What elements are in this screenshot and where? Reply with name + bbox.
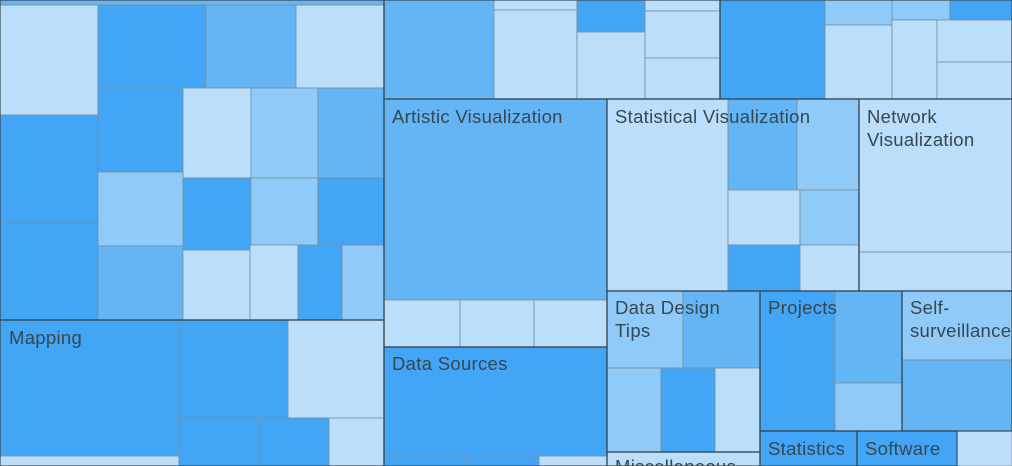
cell — [97, 87, 184, 173]
cell-label: Mapping — [9, 327, 82, 348]
cell — [97, 245, 184, 321]
cell — [493, 9, 578, 100]
cell — [0, 221, 99, 321]
cell — [178, 319, 289, 419]
cell — [459, 299, 535, 348]
cell — [858, 251, 1012, 292]
cell — [463, 455, 540, 466]
cell — [834, 382, 903, 432]
cell-label: Self-surveillance — [910, 297, 1011, 341]
cell — [901, 290, 1012, 361]
cell — [258, 417, 330, 466]
label-line: Software — [865, 438, 940, 459]
cell — [0, 455, 180, 466]
cell-label: Data Sources — [392, 353, 508, 374]
cell — [936, 61, 1012, 100]
cell — [317, 87, 385, 179]
cell — [328, 417, 385, 466]
cell — [949, 0, 1012, 21]
label-line: Mapping — [9, 327, 82, 348]
cell — [727, 244, 801, 292]
cell — [295, 4, 385, 89]
cell-label: Statistical Visualization — [615, 106, 810, 127]
label-line: Statistics — [768, 438, 845, 459]
cell — [660, 367, 716, 453]
cell — [297, 244, 343, 321]
cell — [936, 19, 1012, 63]
cell — [493, 0, 578, 11]
cell — [891, 19, 938, 100]
cell — [533, 299, 608, 348]
label-line: surveillance — [910, 320, 1011, 341]
cell — [576, 31, 646, 100]
cell-label: Projects — [768, 297, 837, 318]
cell — [576, 0, 646, 33]
cell — [956, 430, 1012, 466]
cell — [796, 98, 860, 191]
cell — [287, 319, 385, 419]
cell-label: Network Visualization — [867, 106, 974, 150]
cell — [383, 98, 608, 301]
cell — [606, 98, 729, 292]
cell — [383, 0, 495, 100]
cell — [0, 114, 99, 223]
cell — [383, 455, 465, 466]
cell — [644, 0, 721, 12]
cell — [901, 359, 1012, 432]
cell — [834, 290, 903, 384]
cell — [341, 244, 385, 321]
cell — [799, 189, 860, 246]
label-line: Statistical Visualization — [615, 106, 810, 127]
cell — [644, 10, 721, 59]
cell — [0, 319, 180, 457]
cell — [0, 4, 99, 116]
label-line: Network — [867, 106, 937, 127]
cell-label: Software — [865, 438, 940, 459]
cell — [97, 171, 184, 247]
cell — [891, 0, 951, 21]
cell-label: Data Design Tips — [615, 297, 720, 341]
cell-label: Artistic Visualization — [392, 106, 563, 127]
cell — [383, 346, 608, 457]
cell — [824, 24, 893, 100]
cell — [383, 299, 461, 348]
cell — [714, 367, 761, 453]
cell — [250, 177, 319, 246]
cell — [824, 0, 893, 26]
cell — [719, 0, 826, 100]
group-border — [856, 430, 958, 466]
cell — [317, 177, 385, 246]
cell — [182, 249, 251, 321]
cell — [858, 98, 1012, 253]
cell — [97, 4, 207, 89]
cell — [250, 87, 319, 179]
label-line: Visualization — [867, 129, 974, 150]
cell-label: Miscellaneous — [615, 456, 736, 466]
cell — [205, 4, 297, 89]
cell — [182, 177, 252, 251]
label-line: Artistic Visualization — [392, 106, 563, 127]
cell-label: Statistics — [768, 438, 845, 459]
cell — [178, 417, 260, 466]
label-line: Data Design — [615, 297, 720, 318]
cell — [727, 189, 801, 246]
label-line: Data Sources — [392, 353, 508, 374]
label-line: Self- — [910, 297, 950, 318]
label-line: Miscellaneous — [615, 456, 736, 466]
label-line: Tips — [615, 320, 650, 341]
cell — [249, 244, 299, 321]
cell — [644, 57, 721, 100]
cell — [0, 0, 385, 6]
label-line: Projects — [768, 297, 837, 318]
cell — [856, 430, 958, 466]
cell — [799, 244, 860, 292]
cell — [182, 87, 252, 179]
cell — [606, 367, 662, 453]
cell — [538, 455, 608, 466]
cell — [759, 290, 836, 432]
